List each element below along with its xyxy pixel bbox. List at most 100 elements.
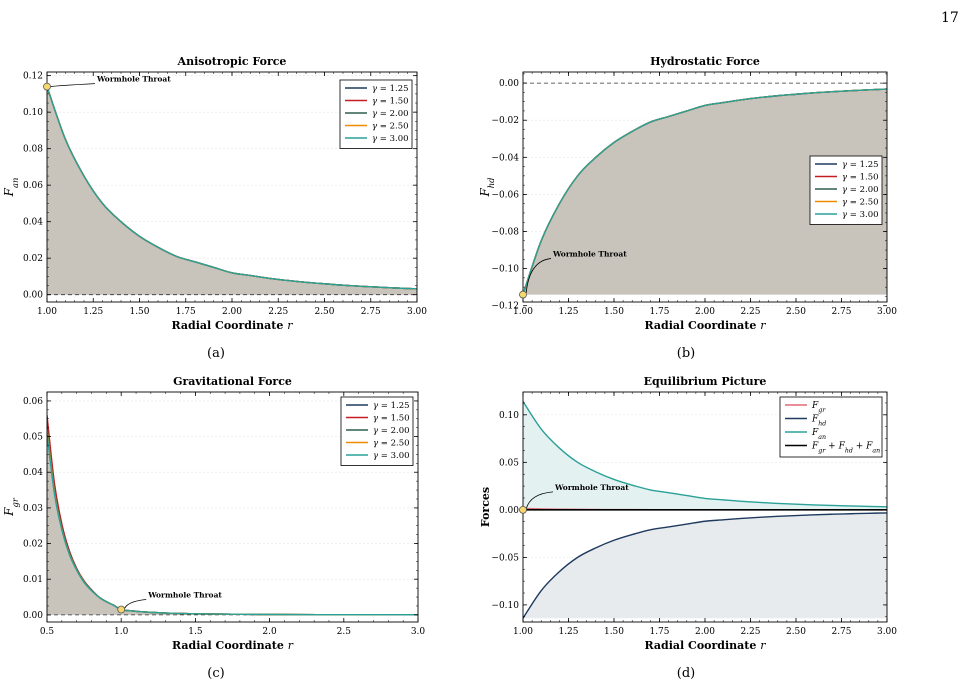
x-tick-label: 1.50 [129, 307, 149, 317]
x-tick-label: 1.00 [513, 307, 533, 317]
x-tick-label: 2.00 [695, 627, 715, 637]
y-tick-label: 0.05 [499, 458, 519, 468]
y-tick-label: −0.05 [491, 553, 519, 563]
x-tick-label: 2.25 [268, 307, 288, 317]
legend-label: γ = 2.00 [372, 109, 409, 119]
page-number: 17 [941, 10, 959, 26]
x-tick-label: 2.50 [314, 307, 334, 317]
y-tick-label: 0.03 [23, 504, 43, 514]
y-axis-label: Fhd [478, 177, 496, 198]
series-line-5 [47, 86, 417, 290]
y-tick-label: −0.04 [491, 153, 519, 163]
annotation-label: Wormhole Throat [96, 75, 171, 84]
y-tick-label: 0.02 [23, 540, 43, 550]
x-axis-label: Radial Coordinate r [172, 319, 294, 332]
legend-label: γ = 3.00 [842, 210, 879, 220]
y-tick-label: 0.04 [23, 218, 43, 228]
annotation-arrow [525, 258, 552, 295]
annotation-label: Wormhole Throat [554, 483, 629, 492]
caption-d: (d) [676, 666, 696, 681]
x-tick-label: 2.0 [262, 627, 277, 637]
caption-a: (a) [207, 346, 225, 361]
x-tick-label: 2.75 [361, 307, 381, 317]
annotation-arrow [123, 599, 147, 610]
y-tick-label: 0.00 [499, 506, 519, 516]
x-tick-label: 2.50 [786, 627, 806, 637]
x-tick-label: 3.0 [411, 627, 426, 637]
x-tick-label: 1.75 [649, 627, 669, 637]
area-fill-hydrostatic [523, 512, 887, 619]
y-tick-label: 0.06 [23, 181, 43, 191]
annotation-arrow [49, 83, 96, 87]
legend: γ = 1.25 γ = 1.50 γ = 2.00 γ = 2.50 γ = 3.00 [339, 79, 413, 149]
x-tick-label: 0.5 [40, 627, 55, 637]
legend-label: γ = 1.25 [842, 160, 879, 170]
chart-panel-1: 1.00 1.25 1.50 1.75 2.00 2.25 2.50 2.75 3.00 0.00… [2, 55, 427, 332]
y-tick-label: 0.01 [23, 575, 43, 585]
legend-box [340, 396, 414, 466]
x-tick-label: 2.00 [695, 307, 715, 317]
wormhole-throat-marker [43, 82, 51, 91]
y-tick-label: 0.00 [499, 79, 519, 89]
x-tick-label: 1.50 [604, 307, 624, 317]
chart-panel-4: 1.00 1.25 1.50 1.75 2.00 2.25 2.50 2.75 3.00 −0.1… [479, 375, 897, 652]
legend: γ = 1.25 γ = 1.50 γ = 2.00 γ = 2.50 γ = 3.00 [340, 396, 414, 466]
y-tick-label: 0.06 [23, 397, 43, 407]
legend-box [809, 155, 883, 225]
x-tick-label: 1.50 [604, 627, 624, 637]
x-tick-label: 2.00 [222, 307, 242, 317]
area-fill [47, 86, 417, 295]
x-tick-label: 1.75 [176, 307, 196, 317]
x-axis-label: Radial Coordinate r [645, 319, 767, 332]
series-line-5 [523, 88, 887, 295]
x-tick-label: 1.00 [37, 307, 57, 317]
x-tick-label: 2.75 [831, 307, 851, 317]
legend-label: γ = 1.25 [372, 84, 409, 94]
x-tick-label: 1.5 [188, 627, 203, 637]
plot-area [47, 86, 417, 296]
chart-title: Equilibrium Picture [644, 375, 767, 388]
caption-b: (b) [676, 346, 696, 361]
x-tick-label: 2.25 [740, 627, 760, 637]
y-tick-label: 0.12 [23, 72, 43, 82]
legend-label: γ = 2.00 [373, 426, 410, 436]
x-tick-label: 2.5 [337, 627, 352, 637]
area-fill [523, 89, 887, 295]
x-tick-label: 1.25 [558, 627, 578, 637]
legend-label: γ = 1.50 [373, 414, 410, 424]
x-tick-label: 1.25 [83, 307, 103, 317]
x-axis-label: Radial Coordinate r [645, 639, 767, 652]
legend-label: Fan [811, 428, 826, 441]
annotation-label: Wormhole Throat [552, 250, 627, 259]
legend-label: γ = 1.50 [372, 97, 409, 107]
x-tick-label: 2.50 [786, 307, 806, 317]
chart-panel-2: 1.00 1.25 1.50 1.75 2.00 2.25 2.50 2.75 3.00 0.00… [478, 55, 897, 332]
chart-title: Gravitational Force [173, 375, 292, 388]
chart-title: Hydrostatic Force [650, 55, 760, 68]
legend-box [339, 79, 413, 149]
series-line-3 [523, 401, 887, 508]
y-axis-label: Fan [2, 178, 20, 198]
legend: γ = 1.25 γ = 1.50 γ = 2.00 γ = 2.50 γ = 3.00 [809, 155, 883, 225]
x-tick-label: 2.75 [831, 627, 851, 637]
axes-frame [46, 391, 419, 623]
y-tick-label: 0.00 [23, 611, 43, 621]
legend-label: γ = 2.50 [372, 122, 409, 132]
legend-label: Fgr + Fhd + Fan [811, 442, 880, 455]
chart-panel-3: 0.5 1.0 1.5 2.0 2.5 3.0 0.00 0.01 0.02 0.03 0.04 0.… [2, 375, 425, 652]
y-tick-label: 0.10 [23, 108, 43, 118]
area-fill-anisotropic [523, 401, 887, 510]
series-line-2 [523, 512, 887, 619]
x-tick-label: 1.25 [558, 307, 578, 317]
y-tick-label: −0.10 [491, 601, 519, 611]
x-tick-label: 3.00 [877, 307, 897, 317]
legend-label: Fgr [811, 401, 826, 414]
x-tick-label: 3.00 [407, 307, 427, 317]
wormhole-throat-marker [519, 505, 527, 514]
caption-c: (c) [207, 666, 225, 681]
y-tick-label: 0.00 [23, 291, 43, 301]
y-tick-label: 0.04 [23, 468, 43, 478]
y-tick-label: 0.02 [23, 254, 43, 264]
legend-box [779, 396, 883, 458]
